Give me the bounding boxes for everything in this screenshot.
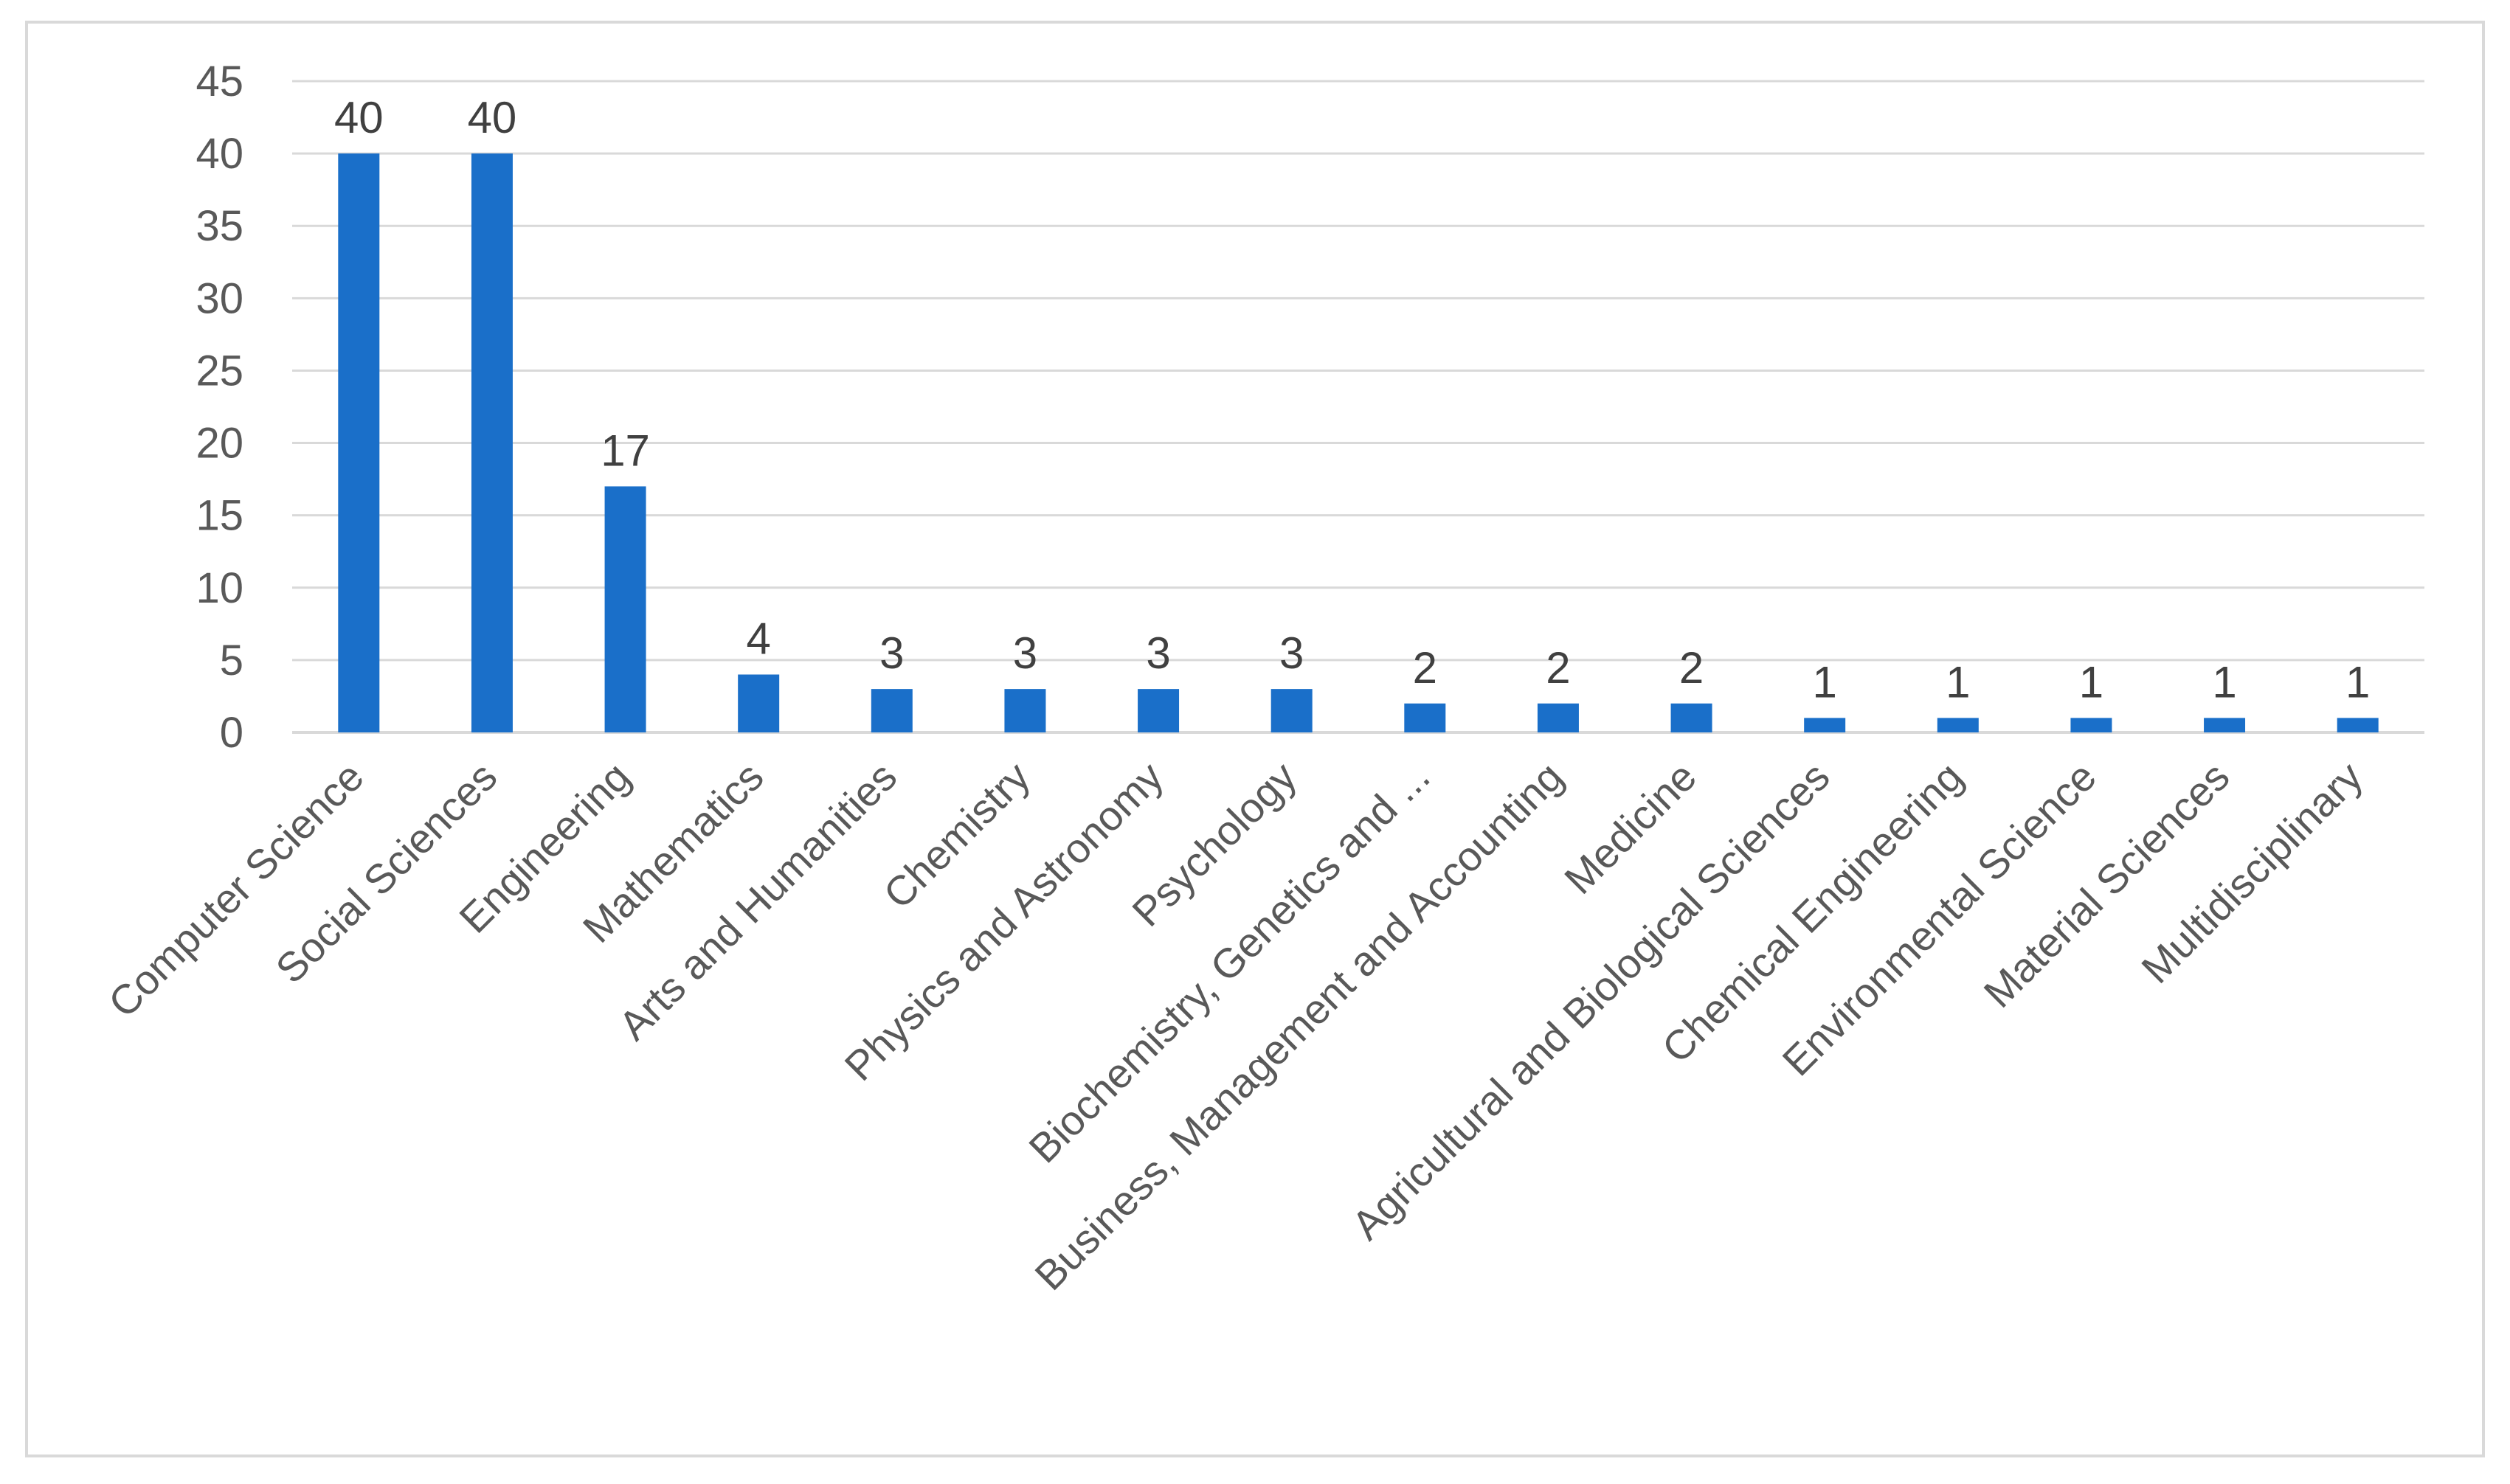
y-axis-ticks: 0 5 10 15 20 25 30 35 40 45 <box>196 58 243 757</box>
bars <box>338 153 2379 733</box>
chart-frame <box>25 21 2485 1457</box>
bar <box>338 153 380 733</box>
data-label: 2 <box>1413 643 1437 693</box>
bar <box>1804 718 1846 732</box>
bar <box>738 674 780 732</box>
data-label: 40 <box>468 93 517 142</box>
data-label: 4 <box>747 614 771 664</box>
y-tick-label: 15 <box>196 492 243 540</box>
x-category-label: Multidisciplinary <box>2132 753 2371 992</box>
x-category-label: Computer Science <box>100 753 373 1026</box>
y-tick-label: 0 <box>220 709 243 757</box>
bar <box>471 153 513 733</box>
bar <box>1404 703 1446 732</box>
data-labels: 40 40 17 4 3 3 3 3 2 2 2 1 1 1 1 1 <box>334 93 2370 707</box>
gridlines <box>292 80 2424 734</box>
data-label: 1 <box>1813 657 1837 707</box>
bar <box>2204 718 2246 732</box>
y-tick-label: 40 <box>196 130 243 178</box>
bar <box>1270 689 1313 732</box>
data-label: 1 <box>1946 657 1970 707</box>
data-label: 1 <box>2212 657 2236 707</box>
y-tick-label: 45 <box>196 58 243 105</box>
data-label: 1 <box>2345 657 2370 707</box>
bar <box>1537 703 1579 732</box>
data-label: 40 <box>334 93 384 142</box>
bar <box>2070 718 2112 732</box>
data-label: 1 <box>2079 657 2103 707</box>
data-label: 3 <box>1146 628 1170 678</box>
y-tick-label: 25 <box>196 347 243 395</box>
bar <box>2337 718 2379 732</box>
y-tick-label: 35 <box>196 202 243 250</box>
data-label: 3 <box>1279 628 1304 678</box>
y-tick-label: 20 <box>196 420 243 468</box>
data-label: 2 <box>1679 643 1704 693</box>
bar <box>1138 689 1180 732</box>
bar <box>871 689 913 732</box>
bar <box>1937 718 1979 732</box>
data-label: 2 <box>1546 643 1570 693</box>
data-label: 3 <box>879 628 904 678</box>
x-category-label: Material Sciences <box>1974 753 2238 1016</box>
y-tick-label: 30 <box>196 274 243 322</box>
data-label: 17 <box>601 426 650 475</box>
y-tick-label: 5 <box>220 637 243 684</box>
x-category-label: Social Sciences <box>266 753 505 992</box>
data-label: 3 <box>1013 628 1037 678</box>
bar <box>604 486 646 732</box>
bar <box>1670 703 1712 732</box>
x-category-label: Agricultural and Biological Sciences <box>1343 753 1839 1249</box>
bar <box>1004 689 1046 732</box>
y-tick-label: 10 <box>196 564 243 612</box>
